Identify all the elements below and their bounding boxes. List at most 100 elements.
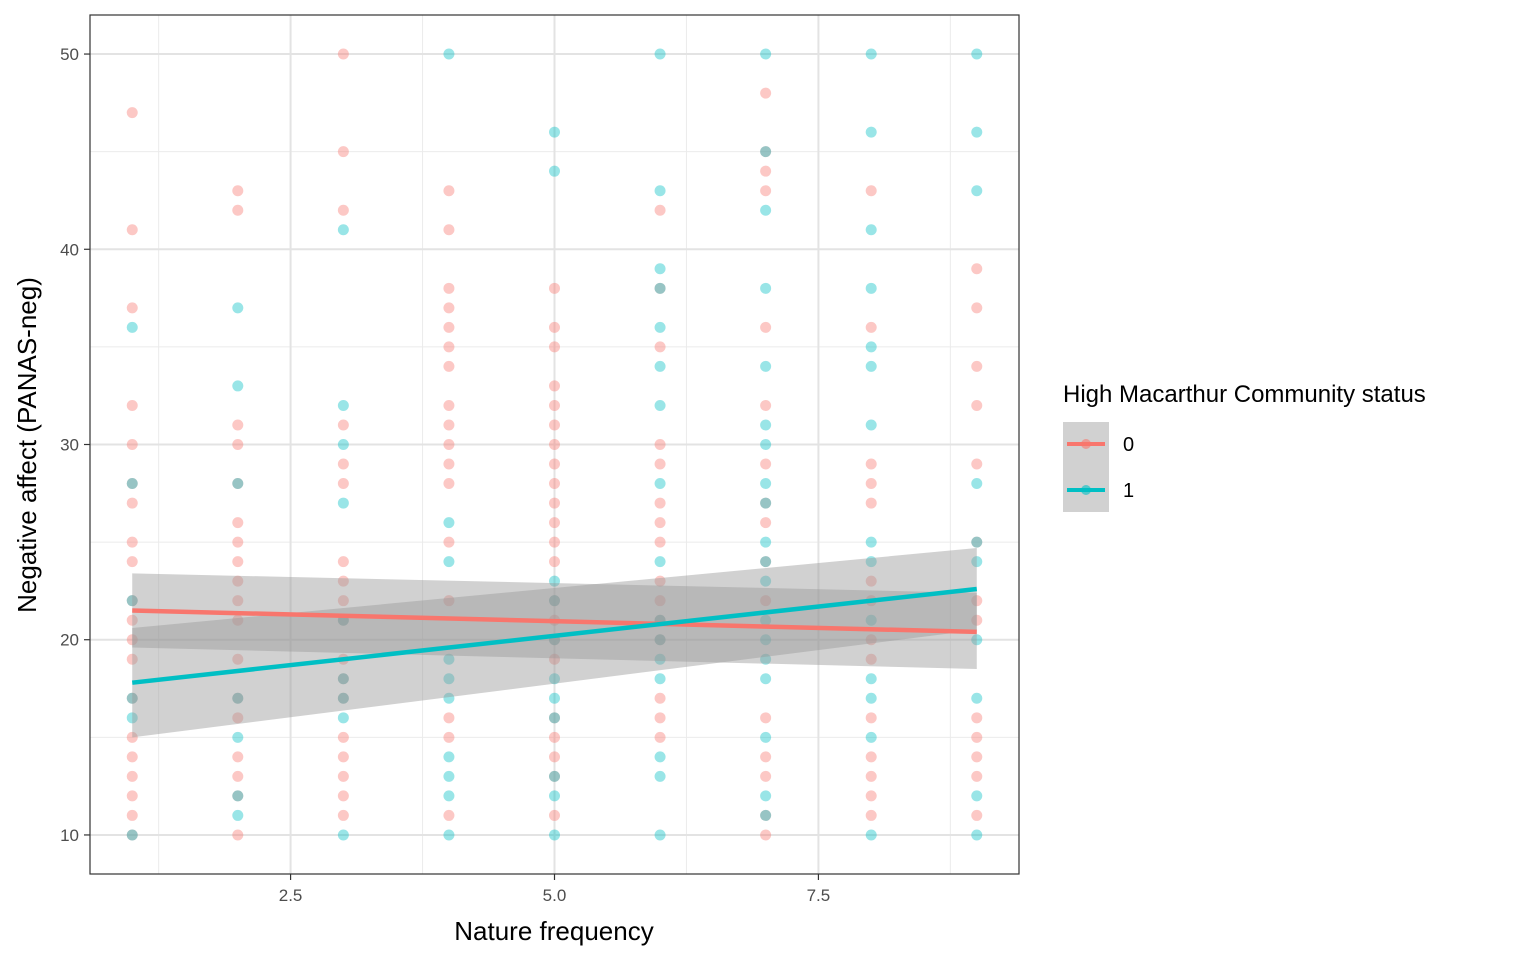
data-point-0	[337, 575, 349, 587]
data-point-0	[760, 595, 772, 607]
data-point-0	[443, 439, 455, 450]
data-point-1	[865, 126, 877, 138]
data-point-0	[126, 653, 138, 665]
data-point-1	[865, 829, 877, 841]
data-point-0	[549, 751, 560, 763]
data-point-0	[232, 556, 244, 568]
data-point-0	[549, 653, 560, 665]
data-point-1	[232, 790, 244, 802]
data-point-0	[337, 48, 349, 60]
data-point-0	[760, 497, 772, 509]
data-point-1	[549, 165, 560, 177]
data-point-0	[549, 321, 560, 333]
data-point-1	[232, 692, 244, 704]
data-point-0	[443, 536, 455, 548]
x-axis-ticks: 2.5 5.0 7.5	[279, 874, 830, 905]
data-point-1	[232, 478, 244, 490]
data-point-0	[126, 770, 138, 782]
data-point-0	[971, 809, 983, 821]
data-point-1	[337, 497, 349, 509]
data-point-1	[232, 809, 244, 821]
data-point-1	[443, 770, 455, 782]
data-point-0	[232, 478, 244, 490]
data-point-0	[971, 458, 983, 470]
data-point-0	[865, 653, 877, 665]
data-point-0	[549, 380, 560, 392]
data-point-0	[337, 770, 349, 782]
legend-title: High Macarthur Community status	[1063, 381, 1426, 408]
data-point-1	[337, 692, 349, 704]
data-point-0	[232, 595, 244, 607]
data-point-1	[549, 692, 560, 704]
data-point-0	[654, 341, 666, 353]
data-point-1	[865, 614, 877, 626]
data-point-0	[654, 517, 666, 529]
data-point-0	[126, 829, 138, 841]
data-point-0	[443, 809, 455, 821]
data-point-1	[443, 556, 455, 568]
data-point-0	[760, 829, 772, 841]
data-point-0	[443, 731, 455, 743]
data-point-0	[760, 770, 772, 782]
data-point-1	[126, 595, 138, 607]
y-axis-ticks: 10 20 30 40 50	[60, 45, 90, 845]
data-point-1	[760, 809, 772, 821]
data-point-1	[654, 673, 666, 685]
data-point-0	[232, 575, 244, 587]
data-point-0	[337, 731, 349, 743]
data-point-0	[654, 497, 666, 509]
data-point-0	[865, 497, 877, 509]
data-point-1	[865, 48, 877, 60]
data-point-1	[865, 556, 877, 568]
data-point-0	[654, 692, 666, 704]
data-point-1	[971, 692, 983, 704]
data-point-0	[126, 536, 138, 548]
data-point-0	[971, 614, 983, 626]
data-point-0	[865, 809, 877, 821]
data-point-1	[865, 282, 877, 294]
data-point-0	[443, 185, 455, 197]
data-point-1	[760, 497, 772, 509]
data-point-0	[654, 458, 666, 470]
data-point-0	[126, 614, 138, 626]
data-point-0	[232, 439, 244, 450]
data-point-0	[971, 360, 983, 372]
data-point-0	[126, 302, 138, 314]
data-point-0	[760, 321, 772, 333]
data-point-0	[232, 185, 244, 197]
data-point-0	[126, 809, 138, 821]
data-point-0	[760, 185, 772, 197]
data-point-0	[549, 556, 560, 568]
data-point-0	[654, 712, 666, 724]
data-point-1	[654, 282, 666, 294]
data-point-0	[971, 712, 983, 724]
data-point-0	[126, 497, 138, 509]
legend-key-0	[1063, 422, 1109, 467]
data-point-1	[654, 478, 666, 490]
data-point-0	[232, 770, 244, 782]
data-points	[126, 48, 983, 841]
data-point-0	[760, 146, 772, 158]
data-point-0	[126, 790, 138, 802]
data-point-0	[443, 341, 455, 353]
y-tick-label: 50	[60, 45, 79, 64]
data-point-1	[760, 536, 772, 548]
data-point-0	[549, 458, 560, 470]
confidence-band-1	[132, 547, 977, 738]
data-point-1	[971, 536, 983, 548]
data-point-1	[337, 399, 349, 411]
data-point-1	[654, 321, 666, 333]
data-point-1	[760, 556, 772, 568]
data-point-1	[760, 731, 772, 743]
data-point-0	[549, 809, 560, 821]
data-point-1	[654, 263, 666, 275]
fit-line-1	[131, 586, 978, 685]
data-point-0	[337, 790, 349, 802]
data-point-1	[760, 48, 772, 60]
data-point-0	[549, 517, 560, 529]
x-axis-title: Nature frequency	[454, 916, 653, 946]
data-point-1	[971, 556, 983, 568]
data-point-0	[126, 692, 138, 704]
data-point-1	[443, 692, 455, 704]
data-point-0	[865, 575, 877, 587]
